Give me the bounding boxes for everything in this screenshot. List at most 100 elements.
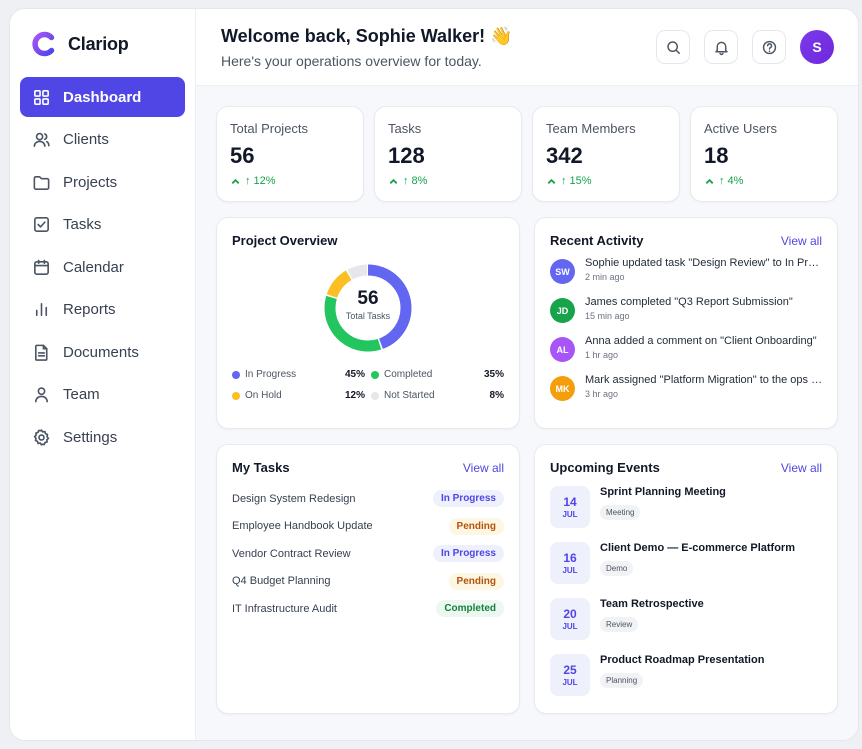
sidebar-item-reports[interactable]: Reports: [20, 290, 185, 330]
activity-item[interactable]: AL Anna added a comment on "Client Onboa…: [550, 335, 822, 362]
sidebar-item-clients[interactable]: Clients: [20, 120, 185, 160]
stat-card-tasks[interactable]: Tasks 128 ↑ 8%: [374, 106, 522, 202]
donut-total-value: 56: [357, 288, 379, 309]
panel-title: Project Overview: [232, 233, 338, 248]
task-name: Vendor Contract Review: [232, 547, 351, 560]
sidebar-item-projects[interactable]: Projects: [20, 162, 185, 202]
status-badge: In Progress: [432, 545, 504, 563]
event-tag: Demo: [600, 561, 634, 576]
sidebar-item-label: Dashboard: [63, 88, 142, 106]
legend-dot: [232, 370, 240, 379]
panels-row-2: My Tasks View all Design System Redesign…: [216, 444, 838, 714]
event-day: 25: [563, 662, 577, 677]
brand-logo-icon: [32, 31, 55, 57]
stat-label: Active Users: [704, 121, 777, 136]
search-button[interactable]: [656, 30, 690, 64]
task-row[interactable]: Employee Handbook Update Pending: [232, 517, 504, 537]
event-item[interactable]: 20 JUL Team Retrospective Review: [550, 598, 822, 640]
sidebar-item-label: Calendar: [63, 258, 124, 276]
activity-text: Mark assigned "Platform Migration" to th…: [585, 374, 823, 386]
stat-card-team-members[interactable]: Team Members 342 ↑ 15%: [532, 106, 680, 202]
sidebar-item-calendar[interactable]: Calendar: [20, 247, 185, 287]
sidebar-item-documents[interactable]: Documents: [20, 332, 185, 372]
greeting: Welcome back, Sophie Walker! 👋 Here's yo…: [221, 26, 513, 69]
sidebar-item-label: Settings: [63, 428, 118, 446]
legend-value: 12%: [344, 390, 365, 401]
legend-dot: [232, 391, 240, 400]
view-all-link[interactable]: View all: [780, 460, 822, 475]
activity-time: 2 min ago: [585, 272, 625, 282]
legend-dot: [371, 391, 379, 400]
users-icon: [33, 132, 50, 147]
user-avatar[interactable]: S: [800, 30, 834, 64]
donut-center: 56 Total Tasks: [232, 288, 504, 321]
stat-change-text: ↑ 12%: [245, 175, 276, 187]
help-button[interactable]: [752, 30, 786, 64]
task-name: Employee Handbook Update: [232, 520, 373, 533]
sidebar-item-team[interactable]: Team: [20, 375, 185, 415]
bell-icon: [714, 41, 728, 55]
task-row[interactable]: IT Infrastructure Audit Completed: [232, 599, 504, 619]
stat-value: 128: [388, 143, 425, 168]
task-row[interactable]: Design System Redesign In Progress: [232, 489, 504, 509]
brand[interactable]: Clariop: [20, 25, 185, 77]
stat-value: 18: [704, 143, 729, 168]
legend-item-completed: Completed 35%: [371, 369, 504, 380]
stat-value: 342: [546, 143, 583, 168]
stat-card-total-projects[interactable]: Total Projects 56 ↑ 12%: [216, 106, 364, 202]
activity-item[interactable]: JD James completed "Q3 Report Submission…: [550, 296, 822, 323]
event-tag: Planning: [600, 673, 644, 688]
event-item[interactable]: 16 JUL Client Demo — E-commerce Platform…: [550, 542, 822, 584]
stat-change-text: ↑ 15%: [561, 175, 592, 187]
activity-item[interactable]: SW Sophie updated task "Design Review" t…: [550, 257, 823, 284]
my-tasks-card: My Tasks View all Design System Redesign…: [216, 444, 520, 714]
event-item[interactable]: 14 JUL Sprint Planning Meeting Meeting: [550, 486, 822, 528]
donut-total-label: Total Tasks: [345, 311, 391, 321]
upcoming-events-card: Upcoming Events View all 14 JUL Sprint P…: [534, 444, 838, 714]
task-name: IT Infrastructure Audit: [232, 602, 337, 615]
event-tag: Meeting: [600, 505, 641, 520]
panels-row-1: Project Overview 56 Total Tasks In Progr…: [216, 217, 838, 429]
event-date: 14 JUL: [550, 486, 590, 528]
legend-label: On Hold: [245, 390, 282, 401]
donut-svg: [324, 264, 412, 352]
stat-value: 56: [230, 143, 255, 168]
event-day: 16: [563, 550, 577, 565]
activity-time: 1 hr ago: [585, 350, 619, 360]
notifications-button[interactable]: [704, 30, 738, 64]
chevron-up-icon: [705, 178, 714, 184]
stat-change: ↑ 8%: [388, 175, 508, 187]
stat-card-active-users[interactable]: Active Users 18 ↑ 4%: [690, 106, 838, 202]
donut-segment-in-progress: [324, 264, 412, 352]
sidebar-item-settings[interactable]: Settings: [20, 417, 185, 457]
sidebar-item-tasks[interactable]: Tasks: [20, 205, 185, 245]
task-name: Q4 Budget Planning: [232, 575, 331, 588]
event-day: 20: [563, 606, 577, 621]
page-header: Welcome back, Sophie Walker! 👋 Here's yo…: [196, 9, 858, 86]
user-icon: [34, 387, 49, 403]
view-all-link[interactable]: View all: [780, 233, 822, 248]
event-item[interactable]: 25 JUL Product Roadmap Presentation Plan…: [550, 654, 822, 696]
task-row[interactable]: Q4 Budget Planning Pending: [232, 572, 504, 592]
app-window: Clariop Dashboard Clients Projects Tasks…: [9, 8, 859, 741]
page-title: Welcome back, Sophie Walker! 👋: [221, 25, 513, 46]
bar-chart-icon: [35, 302, 48, 317]
chart-legend: In Progress 45% Completed 35% On Hold 12…: [232, 369, 504, 401]
sidebar-item-label: Reports: [63, 301, 116, 318]
stats-row: Total Projects 56 ↑ 12% Tasks 128 ↑ 8%: [216, 106, 838, 202]
view-all-link[interactable]: View all: [462, 460, 504, 475]
sidebar-item-label: Team: [63, 386, 100, 403]
activity-item[interactable]: MK Mark assigned "Platform Migration" to…: [550, 374, 823, 401]
legend-label: In Progress: [245, 369, 297, 380]
recent-activity-card: Recent Activity View all SW Sophie updat…: [534, 217, 838, 429]
folder-icon: [33, 175, 50, 190]
sidebar-item-dashboard[interactable]: Dashboard: [20, 77, 185, 117]
legend-dot: [371, 370, 379, 379]
legend-item-not-started: Not Started 8%: [371, 390, 504, 401]
task-row[interactable]: Vendor Contract Review In Progress: [232, 544, 504, 564]
event-month: JUL: [562, 509, 578, 519]
event-date: 20 JUL: [550, 598, 590, 640]
sidebar-item-label: Documents: [63, 343, 139, 361]
document-icon: [34, 344, 48, 361]
legend-value: 8%: [489, 390, 504, 401]
